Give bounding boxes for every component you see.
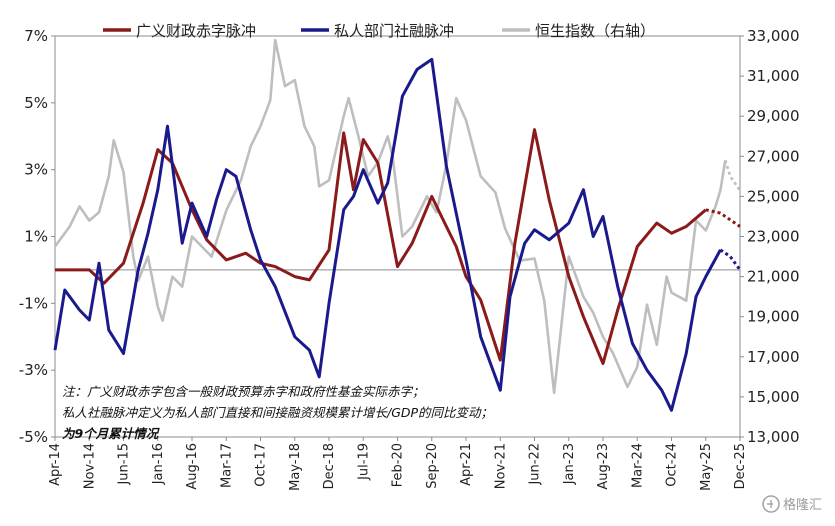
plot-frame (54, 35, 741, 438)
right-tick-label: 17,000 (747, 348, 800, 366)
left-tick-label: -5% (19, 428, 48, 446)
left-tick-label: 3% (24, 161, 48, 179)
x-tick-label: May-25 (699, 443, 714, 491)
series-layer (53, 38, 742, 412)
x-tick-label: Jun-22 (528, 443, 543, 486)
right-tick-label: 19,000 (747, 308, 800, 326)
x-tick-label: Apr-21 (459, 443, 474, 486)
legend: 广义财政赤字脉冲 私人部门社融脉冲 恒生指数（右轴） (103, 22, 655, 40)
chart-notes: 注：广义财政赤字包含一般财政预算赤字和政府性基金实际赤字； 私人社融脉冲定义为私… (62, 384, 493, 441)
left-tick-label: -3% (19, 361, 48, 379)
x-tick-label: Dec-18 (322, 443, 337, 489)
x-tick-label: Apr-14 (48, 443, 63, 486)
x-tick-label: Jun-15 (117, 443, 132, 486)
x-tick-label: Nov-21 (493, 443, 508, 489)
legend-label-private: 私人部门社融脉冲 (334, 22, 454, 40)
right-tick-label: 13,000 (747, 428, 800, 446)
right-tick-label: 21,000 (747, 268, 800, 286)
x-tick-label: Mar-24 (630, 443, 645, 488)
right-tick-label: 23,000 (747, 228, 800, 246)
private-credit-line (53, 57, 722, 412)
left-tick-label: -1% (19, 294, 48, 312)
x-tick-label: Dec-25 (733, 443, 748, 489)
x-tick-label: Nov-14 (82, 443, 97, 489)
x-tick-label: Mar-17 (219, 443, 234, 488)
x-tick-label: Jan-16 (151, 443, 166, 485)
note-line-1: 注：广义财政赤字包含一般财政预算赤字和政府性基金实际赤字； (62, 384, 425, 399)
x-tick-label: Aug-16 (185, 443, 200, 490)
x-tick-label: May-18 (288, 443, 303, 491)
x-tick-label: Jul-19 (356, 443, 371, 481)
left-tick-label: 7% (24, 27, 48, 45)
right-tick-label: 27,000 (747, 147, 800, 165)
left-tick-label: 5% (24, 94, 48, 112)
grid-layer (54, 35, 741, 438)
note-line-3: 为9个月累计情况 (62, 426, 161, 441)
x-tick-label: Jan-23 (562, 443, 577, 485)
glh-logo-icon (762, 495, 780, 513)
right-tick-label: 31,000 (747, 67, 800, 85)
fiscal-deficit-line (55, 128, 707, 365)
x-tick-label: Sep-20 (425, 443, 440, 489)
right-tick-label: 25,000 (747, 187, 800, 205)
legend-label-hsi: 恒生指数（右轴） (535, 22, 655, 40)
x-tick-label: Oct-24 (665, 443, 680, 487)
fiscal-deficit-line-projection (705, 208, 741, 228)
right-tick-label: 33,000 (747, 27, 800, 45)
x-tick-label: Feb-20 (391, 443, 406, 487)
watermark-text: 格隆汇 (783, 497, 822, 513)
right-tick-label: 15,000 (747, 388, 800, 406)
watermark: 格隆汇 (762, 495, 822, 513)
right-axis: 33,000 31,000 29,000 27,000 25,000 23,000 21,0… (740, 27, 800, 446)
legend-label-fiscal: 广义财政赤字脉冲 (136, 22, 256, 40)
private-credit-line-projection (719, 248, 742, 271)
left-tick-label: 1% (24, 228, 48, 246)
hang-seng-line (53, 38, 727, 395)
x-tick-label: Oct-17 (254, 443, 269, 487)
x-tick-label: Aug-23 (596, 443, 611, 490)
left-axis: 7% 5% 3% 1% -1% -3% -5% (19, 27, 55, 446)
note-line-2: 私人社融脉冲定义为私人部门直接和间接融资规模累计增长/GDP的同比变动； (62, 405, 493, 420)
hang-seng-line-projection (724, 159, 742, 192)
right-tick-label: 29,000 (747, 107, 800, 125)
x-axis: Apr-14 Nov-14 Jun-15 Jan-16 Aug-16 Mar-17 Oct-… (48, 437, 748, 491)
